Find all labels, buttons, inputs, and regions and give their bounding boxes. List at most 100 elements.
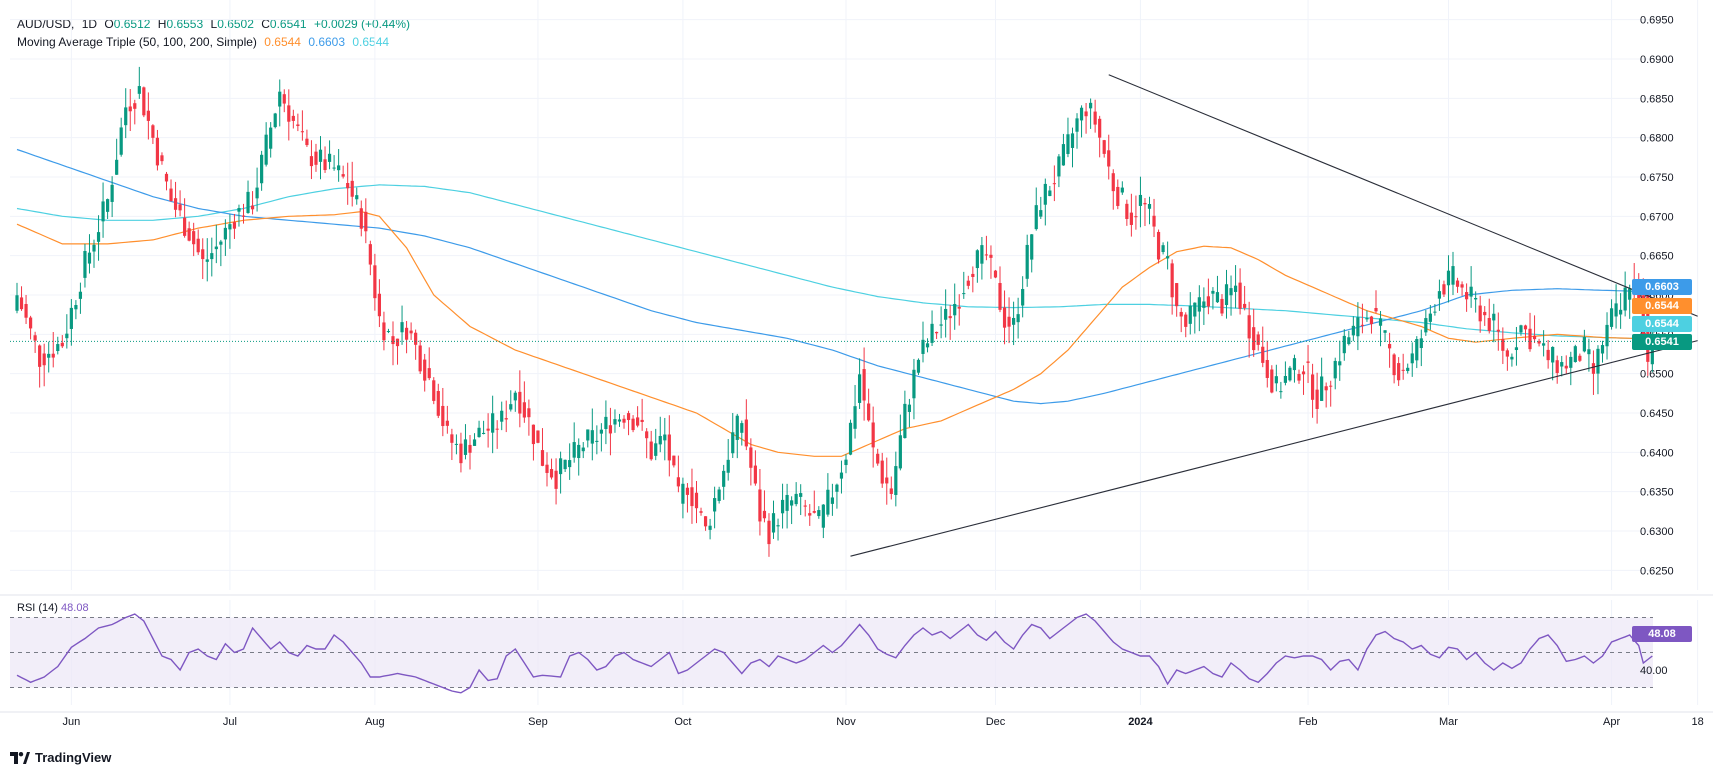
candle-body [617,419,622,422]
tradingview-logo[interactable]: TradingView [10,750,111,765]
candle-body [386,331,391,333]
candle-body [1034,205,1038,230]
candle-body [980,245,984,264]
candle-body [124,107,128,126]
candle-body [559,458,563,475]
candle-body [676,477,680,487]
candle-body [771,513,776,533]
candle-body [1261,346,1265,363]
x-tick-label: Sep [528,716,548,728]
candle-body [160,155,164,162]
candle-body [649,441,653,460]
candle-body [681,483,685,504]
rsi-label: RSI (14) [17,602,58,614]
candle-body [1220,298,1224,314]
candle-body [1428,313,1432,322]
candle-body [1537,341,1541,344]
candle-body [1147,203,1152,209]
candle-body [776,525,780,527]
candle-body [1070,133,1075,148]
ma200-value: 0.6544 [352,35,390,49]
candle-body [250,205,255,210]
candle-body [939,324,943,326]
candle-body [1116,186,1120,206]
candle-body [232,222,237,229]
candle-body [427,368,431,379]
candle-body [1605,324,1609,347]
candle-body [318,149,323,162]
candle-body [1320,376,1324,401]
candle-body [1211,290,1215,294]
candle-body [1120,187,1124,193]
candle-body [1351,325,1355,336]
candle-body [1374,308,1378,312]
ma100-line [16,148,1653,405]
y-tick-label: 0.6950 [1640,15,1674,27]
candle-body [993,270,998,278]
candle-body [119,127,123,155]
candle-body [504,418,508,420]
candle-body [1496,329,1500,332]
candle-body [1161,245,1165,253]
candle-body [1043,183,1047,205]
candle-body [169,188,173,202]
candle-body [1075,118,1079,132]
candle-body [1030,234,1034,260]
ma200-line [16,184,1653,340]
candle-body [1387,343,1392,349]
candle-body [1619,309,1623,315]
y-tick-label: 0.6850 [1640,93,1674,105]
candle-body [1555,360,1559,373]
candle-body [876,453,880,464]
trendline-descending [1108,74,1698,317]
ma-header: Moving Average Triple (50, 100, 200, Sim… [17,35,393,49]
candle-body [1532,335,1537,340]
candle-body [1170,263,1174,298]
candle-body [717,489,721,501]
candle-body [1324,386,1328,391]
close-value: 0.6541 [269,17,307,31]
candle-body [214,246,218,250]
candle-body [42,353,46,366]
candle-body [173,198,178,210]
candle-body [563,459,567,470]
candle-body [178,204,182,211]
candle-body [835,484,839,492]
candle-body [713,498,717,512]
rsi-badge: 48.08 [1632,626,1692,642]
ma100-badge: 0.6603 [1632,279,1692,295]
candle-body [350,180,354,197]
candle-body [1301,371,1306,375]
candle-body [1224,284,1229,306]
candle-body [631,418,635,431]
branding-text: TradingView [35,750,112,765]
candle-body [400,322,404,333]
candle-body [912,369,916,399]
candle-body [622,418,626,423]
candle-body [1093,111,1097,125]
ma200-badge: 0.6544 [1632,316,1692,332]
candle-body [1424,318,1428,333]
candle-body [237,208,241,212]
candle-body [1637,290,1641,304]
candle-body [604,416,608,429]
candle-body [844,459,848,466]
candle-body [1184,314,1188,327]
candle-body [477,427,481,438]
x-tick-label: Jul [223,716,237,728]
ma50-badge: 0.6544 [1632,298,1692,314]
candle-body [1433,311,1437,313]
candle-body [1066,134,1070,154]
candle-body [1193,302,1197,317]
candle-body [871,422,875,448]
candle-body [1329,385,1333,387]
candle-body [33,335,37,341]
candle-body [1587,349,1591,355]
candle-body [1256,334,1260,345]
candle-body [857,374,862,403]
candle-body [205,259,209,262]
candle-body [305,138,309,146]
candle-body [1514,347,1519,351]
candle-body [930,323,934,343]
